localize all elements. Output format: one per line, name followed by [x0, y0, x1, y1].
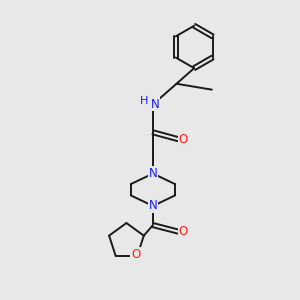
Text: N: N	[148, 200, 157, 212]
Text: N: N	[148, 167, 157, 180]
Text: O: O	[178, 133, 188, 146]
Text: O: O	[178, 225, 188, 238]
Text: H: H	[140, 96, 148, 106]
Text: N: N	[151, 98, 160, 111]
Text: O: O	[131, 248, 140, 261]
